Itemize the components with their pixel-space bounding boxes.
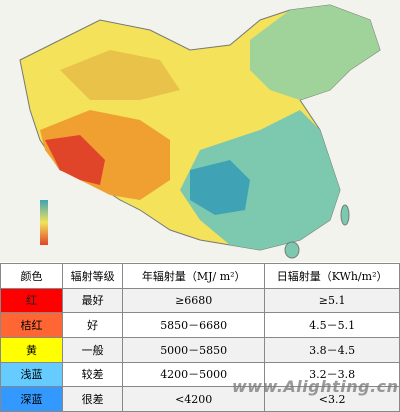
table-cell: 好: [62, 312, 124, 338]
table-cell: 5850－6680: [122, 312, 266, 338]
northeast-region: [250, 5, 380, 100]
table-cell: 日辐射量（KWh/m²）: [264, 263, 400, 289]
watermark: www.Alighting.cn: [232, 377, 399, 396]
table-cell: 最好: [62, 287, 124, 314]
table-cell: 辐射等级: [62, 263, 124, 289]
table-cell: 深蓝: [0, 386, 64, 412]
table-cell: 一般: [62, 336, 124, 363]
table-row: 红最好 ≥6680 ≥5.1: [0, 287, 400, 314]
table-cell: ≥5.1: [264, 287, 400, 314]
table-cell: 黄: [0, 336, 64, 363]
radiation-map: [0, 0, 400, 262]
table-cell: 颜色: [0, 263, 64, 289]
table-cell: <4200: [122, 386, 266, 412]
table-cell: 3.8－4.5: [264, 336, 400, 363]
table-cell: 较差: [62, 361, 124, 388]
table-row: 深蓝 很差 <4200 <3.2: [0, 386, 400, 412]
xinjiang-region: [60, 50, 180, 100]
table-cell: 4.5－5.1: [264, 312, 400, 338]
table-cell: <3.2: [264, 386, 400, 412]
southeast-region: [180, 110, 340, 250]
radiation-table: 颜色 辐射等级 年辐射量（MJ/ m²） 日辐射量（KWh/m²）红最好 ≥6680 ≥5…: [0, 263, 400, 412]
sichuan-basin: [190, 160, 250, 215]
table-cell: 3.2－3.8: [264, 361, 400, 388]
table-cell: 桔红: [0, 312, 64, 338]
tibet-region: [45, 135, 105, 185]
table-row: 桔红好 5850－6680 4.5－5.1: [0, 312, 400, 338]
table-cell: 5000－5850: [122, 336, 266, 363]
table-cell: 很差: [62, 386, 124, 412]
plateau-region: [40, 110, 170, 200]
table-row: 黄一般 5000－5850 3.8－4.5: [0, 336, 400, 363]
map-legend: [40, 200, 48, 245]
table-cell: 年辐射量（MJ/ m²）: [122, 263, 266, 289]
taiwan: [340, 204, 350, 226]
hainan: [284, 241, 300, 259]
table-cell: 浅蓝: [0, 361, 64, 388]
table-cell: 红: [0, 287, 64, 314]
table-cell: ≥6680: [122, 287, 266, 314]
table-row: 颜色 辐射等级 年辐射量（MJ/ m²） 日辐射量（KWh/m²）: [0, 263, 400, 289]
